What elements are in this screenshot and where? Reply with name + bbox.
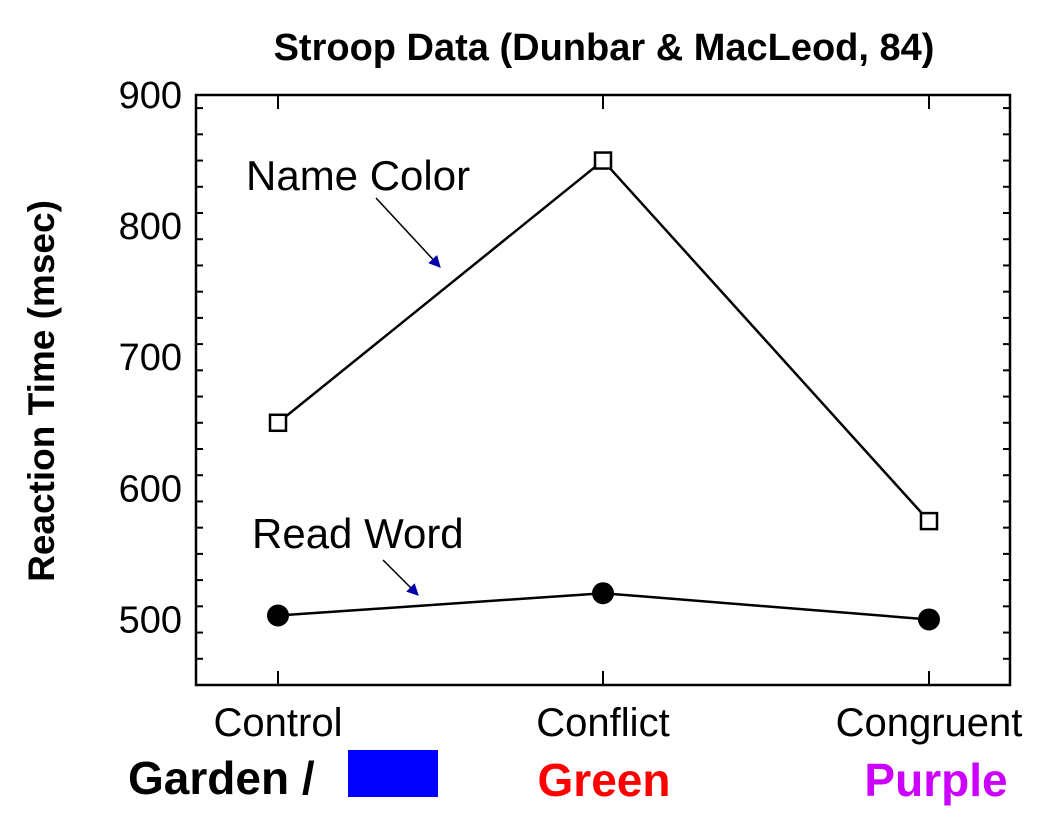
stimulus-garden: Garden / [128, 752, 315, 804]
x-category-label: Congruent [836, 701, 1023, 745]
data-series [267, 151, 940, 631]
x-axis-categories: Control Conflict Congruent [214, 95, 1023, 745]
y-tick-label: 500 [119, 599, 182, 641]
annotation-arrow-read-word [382, 559, 419, 596]
y-axis-ticks: 500 600 700 800 900 [119, 75, 1010, 686]
data-point-circle [918, 608, 940, 631]
x-category-label: Control [214, 701, 343, 745]
y-tick-label: 800 [119, 206, 182, 248]
data-point-square [919, 511, 939, 531]
data-point-circle [592, 582, 614, 605]
stimulus-purple: Purple [864, 754, 1007, 806]
annotation-name-color: Name Color [246, 152, 470, 199]
y-tick-label: 900 [119, 75, 182, 117]
series-line [277, 158, 930, 522]
data-point-square [268, 413, 288, 433]
chart-title: Stroop Data (Dunbar & MacLeod, 84) [274, 27, 935, 69]
stimulus-green: Green [538, 754, 671, 806]
annotation-read-word: Read Word [252, 510, 464, 557]
y-tick-label: 700 [119, 337, 182, 379]
data-point-circle [267, 604, 289, 627]
y-tick-label: 600 [119, 468, 182, 510]
stimulus-blue-swatch [348, 750, 438, 797]
data-point-square [593, 151, 613, 170]
x-category-label: Conflict [536, 701, 669, 745]
annotation-arrow-name-color [375, 197, 441, 268]
y-axis-label: Reaction Time (msec) [21, 200, 62, 582]
